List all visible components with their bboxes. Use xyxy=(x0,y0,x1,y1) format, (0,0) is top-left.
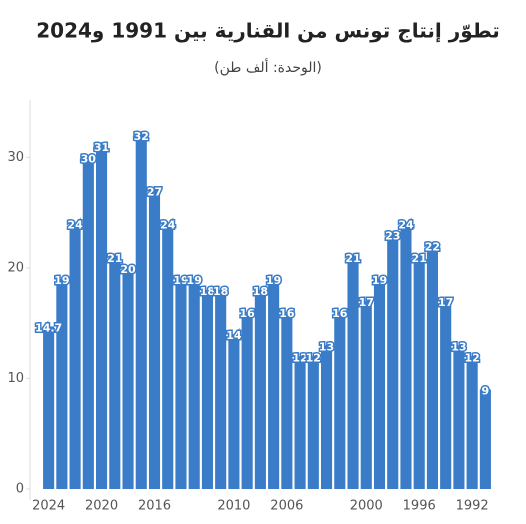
bar xyxy=(254,289,266,489)
y-tick-label: 20 xyxy=(7,260,24,275)
value-label: 12 xyxy=(292,351,307,364)
bar xyxy=(281,312,293,489)
value-label: 18 xyxy=(200,285,215,298)
value-label: 21 xyxy=(412,252,427,265)
value-label: 32 xyxy=(134,130,149,143)
value-label: 16 xyxy=(332,307,348,320)
x-tick-label: 1996 xyxy=(403,499,436,514)
value-label: 24 xyxy=(398,219,414,232)
value-label: 12 xyxy=(464,351,479,364)
bar xyxy=(387,234,399,489)
bar xyxy=(188,278,200,489)
bar xyxy=(175,278,187,489)
value-label: 9 xyxy=(482,384,490,397)
bar xyxy=(201,289,213,489)
value-label: 23 xyxy=(385,230,400,243)
value-label: 30 xyxy=(81,152,97,165)
x-tick-label: 2024 xyxy=(32,499,65,514)
bar xyxy=(440,301,452,489)
value-label: 19 xyxy=(54,274,69,287)
bar xyxy=(466,356,478,489)
bar xyxy=(334,312,346,489)
x-tick-label: 1992 xyxy=(456,499,489,514)
value-label: 13 xyxy=(451,340,466,353)
bar xyxy=(321,345,333,489)
value-label: 13 xyxy=(319,340,334,353)
value-label: 16 xyxy=(239,307,255,320)
value-label: 24 xyxy=(67,219,83,232)
bar xyxy=(400,223,412,489)
bar xyxy=(294,356,306,489)
value-label: 19 xyxy=(173,274,188,287)
value-label: 31 xyxy=(94,141,109,154)
bar xyxy=(82,157,94,490)
value-label: 12 xyxy=(306,351,321,364)
value-label: 18 xyxy=(213,285,228,298)
bar xyxy=(268,278,280,489)
bar xyxy=(479,389,491,489)
value-label: 27 xyxy=(147,185,162,198)
value-label: 17 xyxy=(359,296,374,309)
value-label: 14.7 xyxy=(35,321,62,334)
value-label: 17 xyxy=(438,296,453,309)
x-tick-label: 2010 xyxy=(217,499,250,514)
bar xyxy=(148,190,161,489)
bar xyxy=(162,223,174,489)
bar xyxy=(109,256,121,489)
bar xyxy=(69,223,81,489)
value-label: 14 xyxy=(226,329,242,342)
value-label: 24 xyxy=(160,219,176,232)
bar xyxy=(453,345,465,489)
bar xyxy=(122,267,134,489)
bar xyxy=(135,135,147,489)
chart-title: تطوّر إنتاج تونس من القنارية بين 1991 و2… xyxy=(36,19,500,43)
x-tick-label: 2000 xyxy=(350,499,383,514)
bar xyxy=(228,334,240,489)
x-tick-label: 2020 xyxy=(85,499,118,514)
value-label: 21 xyxy=(345,252,360,265)
bar xyxy=(56,278,68,489)
y-tick-label: 30 xyxy=(7,150,24,165)
x-tick-label: 2016 xyxy=(138,499,171,514)
value-label: 19 xyxy=(187,274,202,287)
bar xyxy=(96,146,108,489)
value-label: 22 xyxy=(425,241,440,254)
bar xyxy=(426,245,438,489)
value-label: 20 xyxy=(120,263,136,276)
value-label: 21 xyxy=(107,252,122,265)
bar xyxy=(241,312,253,489)
bar xyxy=(307,356,319,489)
x-tick-label: 2006 xyxy=(270,499,303,514)
bar xyxy=(215,289,227,489)
y-tick-label: 0 xyxy=(16,482,24,497)
value-label: 19 xyxy=(372,274,387,287)
bar xyxy=(43,326,55,489)
bar xyxy=(373,278,386,489)
bar xyxy=(413,256,425,489)
bar xyxy=(347,256,359,489)
chart-subtitle: (الوحدة: ألف طن) xyxy=(214,58,322,76)
value-label: 19 xyxy=(266,274,281,287)
y-tick-label: 10 xyxy=(7,371,24,386)
value-label: 16 xyxy=(279,307,295,320)
bar xyxy=(360,301,372,489)
value-label: 18 xyxy=(253,285,268,298)
